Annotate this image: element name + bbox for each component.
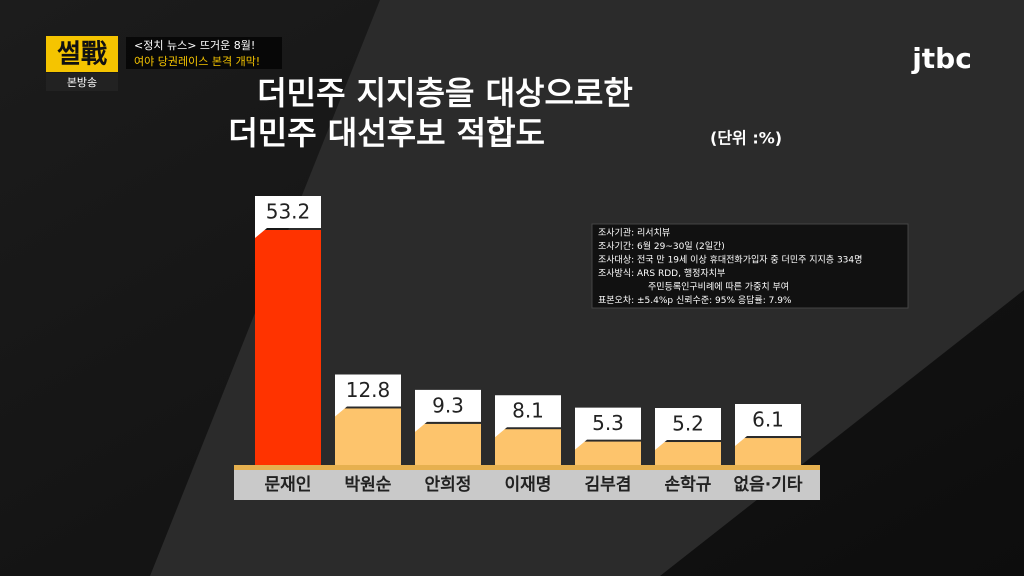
x-tick-label: 이재명 bbox=[505, 475, 552, 495]
value-label-box bbox=[735, 404, 801, 447]
value-label-box bbox=[575, 407, 641, 450]
logo-box bbox=[46, 36, 118, 72]
news-box bbox=[126, 37, 282, 69]
news-line: 여야 당권레이스 본격 개막! bbox=[134, 55, 260, 68]
unit-note: (단위 :%) bbox=[710, 129, 782, 148]
value-label-box bbox=[495, 395, 561, 438]
x-tick-label: 박원순 bbox=[345, 475, 392, 495]
info-line: 주민등록인구비례에 따른 가중치 부여 bbox=[648, 281, 789, 293]
bar bbox=[575, 441, 641, 465]
chart-title: 더민주 대선후보 적합도 bbox=[228, 114, 545, 152]
value-label: 6.1 bbox=[752, 408, 784, 432]
bar bbox=[495, 429, 561, 465]
value-label: 9.3 bbox=[432, 393, 464, 417]
logo: 썰戰 bbox=[57, 40, 107, 70]
info-line: 조사기관: 리서치뷰 bbox=[598, 227, 670, 239]
x-tick-label: 없음·기타 bbox=[733, 475, 802, 495]
value-label: 5.2 bbox=[672, 412, 704, 436]
bar bbox=[335, 408, 401, 465]
value-label-box bbox=[255, 196, 321, 238]
x-tick-label: 김부겸 bbox=[585, 475, 632, 495]
x-tick-label: 손학규 bbox=[665, 475, 712, 495]
value-label-box bbox=[415, 389, 481, 432]
value-label: 8.1 bbox=[512, 399, 544, 423]
value-label-box bbox=[335, 374, 401, 417]
info-line: 표본오차: ±5.4%p 신뢰수준: 95% 응답률: 7.9% bbox=[598, 294, 792, 306]
chart-title: 더민주 지지층을 대상으로한 bbox=[257, 74, 633, 112]
info-line: 조사대상: 전국 만 19세 이상 휴대전화가입자 중 더민주 지지층 334명 bbox=[598, 254, 862, 266]
x-tick-label: 안희정 bbox=[425, 475, 472, 495]
bar bbox=[415, 423, 481, 465]
baseline bbox=[234, 465, 820, 470]
value-label-box bbox=[655, 408, 721, 451]
bar bbox=[255, 230, 321, 465]
info-line: 조사기간: 6월 29~30일 (2일간) bbox=[598, 240, 725, 252]
info-line: 조사방식: ARS RDD, 행정자치부 bbox=[598, 267, 725, 279]
channel-logo: jtbc bbox=[911, 42, 972, 75]
badge-box bbox=[46, 73, 118, 91]
info-box bbox=[591, 223, 909, 309]
news-line: <정치 뉴스> 뜨거운 8월! bbox=[134, 39, 255, 52]
bar bbox=[735, 438, 801, 465]
value-label: 5.3 bbox=[592, 411, 624, 435]
category-strip bbox=[234, 470, 820, 500]
bar bbox=[655, 442, 721, 465]
value-label: 12.8 bbox=[346, 378, 391, 402]
x-tick-label: 문재인 bbox=[265, 475, 312, 495]
badge: 본방송 bbox=[67, 76, 97, 89]
value-label: 53.2 bbox=[266, 200, 311, 224]
